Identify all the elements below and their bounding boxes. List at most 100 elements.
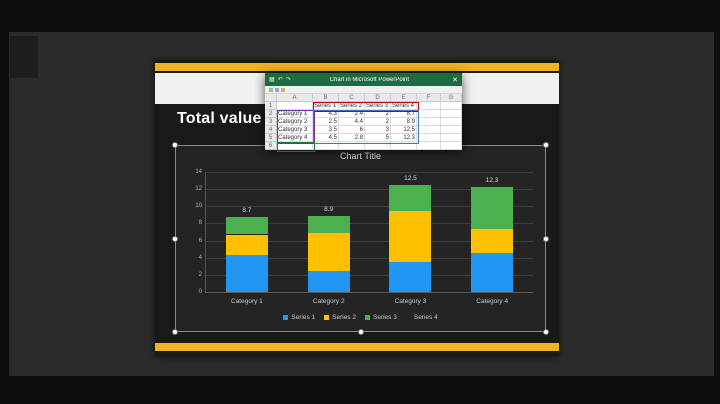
col-header-D[interactable]: D [365, 94, 391, 102]
bar-category-3-series-1[interactable] [389, 262, 432, 292]
bar-category-1-series-3[interactable] [225, 217, 268, 235]
selection-handle-right[interactable] [543, 235, 549, 242]
bar-category-1-series-1[interactable] [225, 255, 268, 292]
bar-category-2-series-1[interactable] [307, 270, 350, 292]
row-header-6[interactable]: 6 [265, 142, 277, 150]
selection-handle-top-left[interactable] [172, 142, 178, 148]
col-header-G[interactable]: G [441, 94, 462, 102]
sheet-row: 6 [265, 142, 462, 150]
toolbar-icon[interactable] [281, 87, 285, 92]
cell-C5[interactable]: 2.8 [339, 134, 365, 142]
legend-item-series-3[interactable]: Series 3 [365, 314, 397, 321]
cell-E3[interactable]: 8.9 [391, 118, 417, 126]
cell-F2[interactable] [417, 110, 441, 118]
cell-D6[interactable] [365, 142, 391, 150]
cell-G2[interactable] [441, 110, 462, 118]
row-header-4[interactable]: 4 [265, 126, 277, 134]
cell-C1[interactable]: Series 2 [339, 102, 365, 110]
cell-G6[interactable] [441, 142, 462, 150]
category-label: Category 3 [394, 298, 427, 305]
bar-category-4-series-1[interactable] [471, 253, 514, 292]
cell-E4[interactable]: 12.5 [391, 126, 417, 134]
cell-F6[interactable] [417, 142, 441, 150]
legend-item-series-1[interactable]: Series 1 [283, 314, 315, 321]
close-icon[interactable]: ✕ [452, 76, 458, 84]
cell-C2[interactable]: 2.4 [339, 110, 365, 118]
legend-item-series-4[interactable]: Series 4 [406, 314, 438, 321]
cell-A5[interactable]: Category 4 [277, 134, 313, 142]
select-all-corner[interactable] [265, 94, 277, 102]
col-header-B[interactable]: B [313, 94, 339, 102]
col-header-A[interactable]: A [277, 94, 313, 102]
cell-A4[interactable]: Category 3 [277, 126, 313, 134]
cell-C3[interactable]: 4.4 [339, 118, 365, 126]
cell-E2[interactable]: 8.7 [391, 110, 417, 118]
cell-D3[interactable]: 2 [365, 118, 391, 126]
cell-E5[interactable]: 12.3 [391, 134, 417, 142]
cell-D5[interactable]: 5 [365, 134, 391, 142]
col-header-C[interactable]: C [339, 94, 365, 102]
cell-A1[interactable] [277, 102, 313, 110]
legend-item-series-2[interactable]: Series 2 [324, 314, 356, 321]
selection-handle-bottom[interactable] [357, 329, 364, 335]
gridline [206, 240, 533, 242]
cell-A3[interactable]: Category 2 [277, 118, 313, 126]
bar-category-3-series-3[interactable] [389, 184, 432, 211]
cell-G1[interactable] [441, 102, 462, 110]
cell-B5[interactable]: 4.5 [313, 134, 339, 142]
cell-C6[interactable] [339, 142, 365, 150]
cell-G4[interactable] [441, 126, 462, 134]
cell-G5[interactable] [441, 134, 462, 142]
cell-B2[interactable]: 4.3 [313, 110, 339, 118]
sheet-row: 4 Category 3 3.5 6 3 12.5 [265, 126, 462, 134]
cell-B3[interactable]: 2.5 [313, 118, 339, 126]
row-header-3[interactable]: 3 [265, 118, 277, 126]
bar-category-1-series-2[interactable] [225, 234, 268, 256]
cell-C4[interactable]: 6 [339, 126, 365, 134]
cell-B1[interactable]: Series 1 [313, 102, 339, 110]
selection-handle-top-right[interactable] [543, 142, 549, 148]
cell-F4[interactable] [417, 126, 441, 134]
cell-F1[interactable] [417, 102, 441, 110]
row-header-1[interactable]: 1 [265, 102, 277, 110]
y-tick-label: 0 [198, 289, 202, 295]
cell-B6[interactable] [313, 142, 339, 150]
cell-D2[interactable]: 2 [365, 110, 391, 118]
cell-A2[interactable]: Category 1 [277, 110, 313, 118]
legend-swatch [365, 315, 370, 320]
cell-F5[interactable] [417, 134, 441, 142]
redo-icon[interactable]: ↷ [285, 77, 291, 83]
slide-title[interactable]: Total value [177, 110, 262, 127]
toolbar-icon[interactable] [269, 87, 273, 92]
chart-object[interactable]: Chart Title 0 2 4 6 8 10 12 14 8.7 Category 1 8.9 C… [172, 142, 549, 335]
bar-category-2-series-3[interactable] [307, 215, 350, 233]
bar-category-3-series-2[interactable] [389, 210, 432, 262]
cell-E6[interactable] [391, 142, 417, 150]
toolbar-icon[interactable] [275, 87, 279, 92]
legend-swatch [406, 315, 411, 320]
col-header-E[interactable]: E [391, 94, 417, 102]
excel-app-icon[interactable]: ▦ [269, 77, 275, 83]
cell-A6[interactable] [277, 142, 313, 150]
bar-category-4-series-3[interactable] [471, 186, 514, 230]
selection-handle-left[interactable] [172, 235, 178, 242]
letterbox-bottom [0, 376, 720, 404]
legend-swatch [324, 315, 330, 320]
selection-handle-bottom-right[interactable] [543, 329, 549, 335]
excel-titlebar[interactable]: ▦ ↶ ↷ Chart in Microsoft PowerPoint ✕ [265, 73, 462, 86]
cell-E1[interactable]: Series 4 [391, 102, 417, 110]
cell-B4[interactable]: 3.5 [313, 126, 339, 134]
bar-category-4-series-2[interactable] [471, 229, 514, 254]
chart-title[interactable]: Chart Title [339, 151, 381, 161]
undo-icon[interactable]: ↶ [277, 77, 283, 83]
bar-category-2-series-2[interactable] [307, 232, 350, 271]
row-header-2[interactable]: 2 [265, 110, 277, 118]
cell-G3[interactable] [441, 118, 462, 126]
col-header-F[interactable]: F [417, 94, 441, 102]
selection-handle-bottom-left[interactable] [172, 329, 178, 335]
cell-F3[interactable] [417, 118, 441, 126]
cell-D4[interactable]: 3 [365, 126, 391, 134]
row-header-5[interactable]: 5 [265, 134, 277, 142]
y-tick-label: 4 [198, 254, 202, 261]
cell-D1[interactable]: Series 3 [365, 102, 391, 110]
